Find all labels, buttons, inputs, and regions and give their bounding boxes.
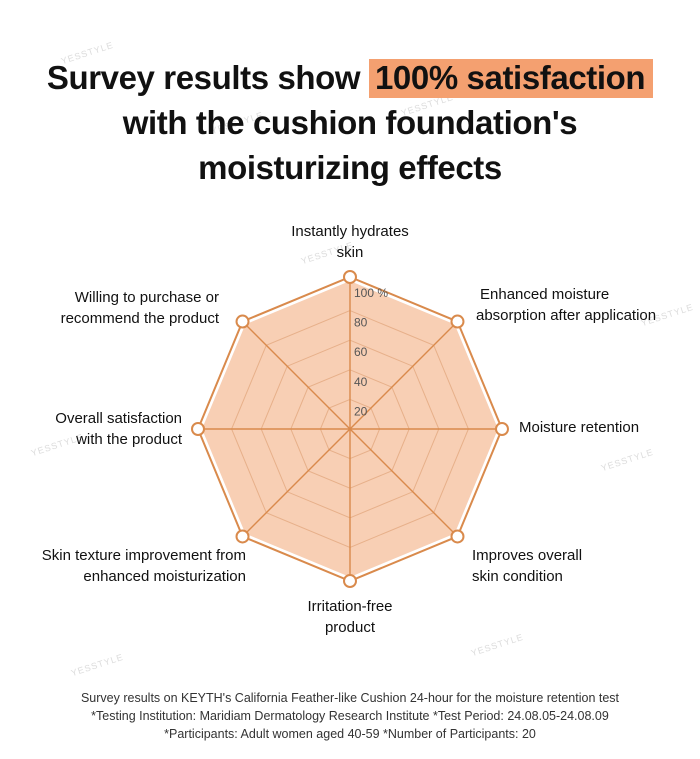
tick-label: 40 bbox=[354, 375, 368, 389]
headline-prefix: Survey results show bbox=[46, 59, 369, 96]
axis-spoke bbox=[242, 321, 351, 430]
tick-label: 80 bbox=[354, 316, 368, 330]
data-point bbox=[191, 422, 205, 436]
axis-label-willing-to-purchase: Willing to purchase or recommend the prod… bbox=[60, 289, 219, 327]
headline-line-2: with the cushion foundation's bbox=[122, 104, 578, 141]
footer-line-1: Survey results on KEYTH's California Fea… bbox=[80, 691, 620, 705]
axis-spoke bbox=[349, 321, 458, 430]
headline-line-1: Survey results show 100% satisfaction bbox=[0, 55, 700, 100]
headline: Survey results show 100% satisfaction wi… bbox=[0, 55, 700, 190]
axis-label-enhanced-absorption: Enhanced moisture absorption after applic… bbox=[476, 286, 657, 324]
tick-label: 20 bbox=[354, 404, 368, 418]
data-point bbox=[450, 529, 465, 544]
data-point bbox=[495, 422, 509, 436]
axis-spoke bbox=[242, 428, 351, 537]
footer-line-3: *Participants: Adult women aged 40-59 *N… bbox=[164, 727, 536, 741]
footer-notes: Survey results on KEYTH's California Fea… bbox=[0, 689, 700, 743]
axis-spoke bbox=[349, 428, 458, 537]
axis-label-overall-satisfaction: Overall satisfaction with the product bbox=[55, 410, 182, 448]
axis-label-irritation-free: Irritation-free product bbox=[307, 598, 393, 636]
data-point bbox=[343, 574, 357, 588]
axis-label-moisture-retention: Moisture retention bbox=[519, 419, 640, 436]
headline-highlight: 100% satisfaction bbox=[368, 59, 654, 98]
headline-line-3: moisturizing effects bbox=[198, 149, 502, 186]
data-point bbox=[343, 270, 357, 284]
tick-label: 100 % bbox=[354, 286, 388, 300]
axis-label-instantly-hydrates: Instantly hydrates skin bbox=[291, 223, 409, 261]
tick-label: 60 bbox=[354, 345, 368, 359]
axis-label-skin-texture: Skin texture improvement from enhanced mo… bbox=[41, 547, 246, 585]
data-point bbox=[235, 314, 250, 329]
data-point bbox=[450, 314, 465, 329]
data-point bbox=[235, 529, 250, 544]
footer-line-2: *Testing Institution: Maridiam Dermatolo… bbox=[91, 709, 609, 723]
axis-label-improves-skin-condition: Improves overall skin condition bbox=[472, 547, 583, 585]
